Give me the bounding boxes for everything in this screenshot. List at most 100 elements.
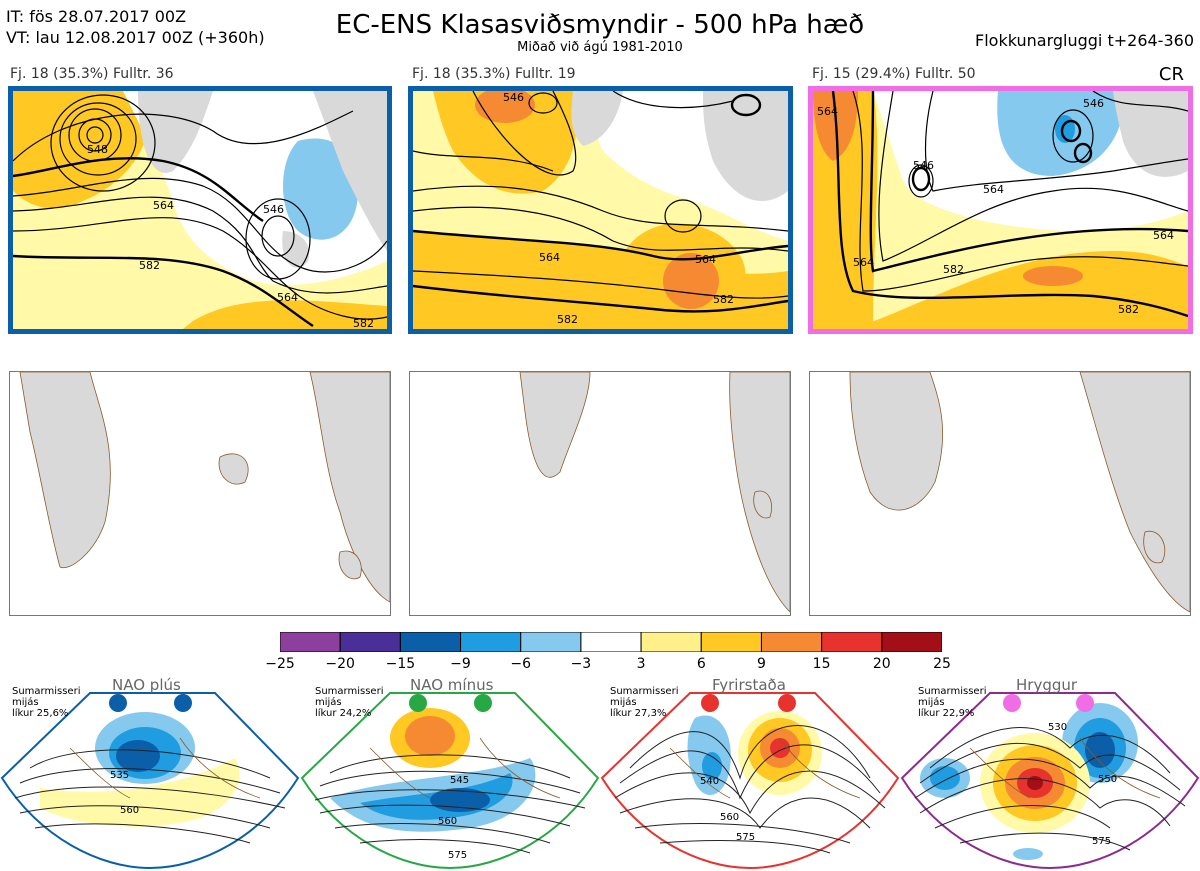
colorbar-tick-label: 3 bbox=[636, 656, 646, 672]
regime-desc-line: Sumarmisseri bbox=[315, 686, 384, 697]
contour-label: 548 bbox=[87, 143, 108, 156]
colorbar-swatch bbox=[821, 632, 883, 652]
contour-label: 546 bbox=[503, 91, 524, 104]
regime-desc: Sumarmisseri mijás líkur 25,6% bbox=[12, 686, 80, 719]
contour-label: 564 bbox=[1153, 229, 1174, 242]
contour-label: 550 bbox=[1098, 774, 1117, 785]
regime-desc-line: líkur 27,3% bbox=[610, 708, 667, 719]
colorbar-tick-label: 20 bbox=[872, 656, 891, 672]
contour-label: 530 bbox=[1048, 722, 1067, 733]
contour-label: 564 bbox=[153, 199, 174, 212]
regime-dot bbox=[701, 694, 719, 712]
contour-label: 582 bbox=[353, 317, 374, 329]
colorbar-swatch bbox=[399, 632, 462, 652]
colorbar-swatch bbox=[339, 632, 401, 652]
regime-desc: Sumarmisseri mijás líkur 27,3% bbox=[610, 686, 678, 719]
regime-title: NAO mínus bbox=[410, 676, 494, 694]
empty-map-1 bbox=[9, 371, 391, 616]
contour-label: 546 bbox=[1083, 97, 1104, 110]
header-times: IT: fös 28.07.2017 00Z VT: lau 12.08.201… bbox=[6, 6, 265, 48]
colorbar-swatch bbox=[520, 632, 582, 652]
contour-label: 575 bbox=[1092, 836, 1111, 847]
contour-label: 545 bbox=[450, 775, 469, 786]
regime-desc: Sumarmisseri mijás líkur 24,2% bbox=[315, 686, 383, 719]
contour-label: 564 bbox=[277, 291, 298, 304]
regime-desc-line: líkur 25,6% bbox=[12, 708, 69, 719]
contour-label: 540 bbox=[700, 776, 719, 787]
colorbar-swatch bbox=[640, 632, 702, 652]
colorbar-swatch bbox=[700, 632, 762, 652]
colorbar-tick-label: −3 bbox=[570, 656, 592, 672]
colorbar-tick-label: 6 bbox=[696, 656, 706, 672]
contour-label: 560 bbox=[720, 812, 739, 823]
panel-label-2: Fj. 18 (35.3%) Fulltr. 19 bbox=[412, 66, 576, 82]
colorbar-tick-label: −9 bbox=[450, 656, 471, 672]
regime-title: Fyrirstaða bbox=[712, 676, 786, 694]
empty-map-3 bbox=[809, 371, 1191, 616]
cluster-window: Flokkunargluggi t+264-360 bbox=[975, 31, 1194, 50]
colorbar-swatch bbox=[580, 632, 642, 652]
valid-time: VT: lau 12.08.2017 00Z (+360h) bbox=[6, 28, 265, 47]
colorbar-tick-label: 25 bbox=[933, 656, 951, 672]
regime-desc-line: Sumarmisseri bbox=[918, 686, 987, 697]
contour-label: 582 bbox=[713, 293, 734, 306]
colorbar-tick-label: −20 bbox=[325, 656, 355, 672]
regime-title: Hryggur bbox=[1016, 676, 1078, 694]
panel-label-3: Fj. 15 (29.4%) Fulltr. 50 bbox=[812, 66, 976, 82]
cr-label: CR bbox=[1158, 64, 1184, 85]
colorbar-swatch bbox=[280, 632, 341, 652]
regime-desc-line: Sumarmisseri bbox=[610, 686, 679, 697]
contour-label: 582 bbox=[139, 259, 160, 272]
colorbar-tick-label: 9 bbox=[757, 656, 766, 672]
colorbar-swatch bbox=[760, 632, 823, 652]
colorbar-tick-label: 15 bbox=[812, 656, 831, 672]
contour-label: 564 bbox=[853, 256, 874, 269]
regime-dot bbox=[778, 694, 796, 712]
colorbar-tick-label: −15 bbox=[385, 656, 416, 672]
regime-desc-line: mijás bbox=[315, 697, 342, 708]
contour-label: 575 bbox=[736, 832, 755, 843]
regime-desc-line: mijás bbox=[12, 697, 39, 708]
page-subtitle: Miðað við ágú 1981-2010 bbox=[517, 40, 683, 55]
colorbar-tick-label: −6 bbox=[510, 656, 531, 672]
regime-desc-line: mijás bbox=[918, 697, 945, 708]
colorbar bbox=[280, 632, 942, 652]
contour-label: 535 bbox=[110, 770, 129, 781]
regime-desc-line: líkur 24,2% bbox=[315, 708, 372, 719]
regime-nao-minus: 545 560 575 bbox=[300, 678, 600, 871]
contour-label: 546 bbox=[913, 159, 934, 172]
page-title: EC-ENS Klasasviðsmyndir - 500 hPa hæð bbox=[335, 10, 865, 40]
contour-label: 560 bbox=[120, 805, 139, 816]
regime-desc-line: líkur 22,9% bbox=[918, 708, 975, 719]
regime-dot bbox=[474, 694, 492, 712]
contour-label: 582 bbox=[1118, 303, 1139, 316]
regime-dot bbox=[109, 694, 127, 712]
regime-desc-line: mijás bbox=[610, 697, 637, 708]
regime-nao-plus: 535 560 bbox=[0, 678, 300, 871]
regime-title: NAO plús bbox=[112, 676, 181, 694]
contour-label: 564 bbox=[539, 251, 560, 264]
cluster-map-2: 546 564 582 564 582 bbox=[408, 86, 793, 334]
cluster-map-3: 564 546 546 564 564 582 582 564 bbox=[808, 86, 1193, 334]
regime-dot bbox=[174, 694, 192, 712]
contour-label: 564 bbox=[983, 183, 1004, 196]
regime-blocking: 540 560 575 bbox=[600, 678, 900, 871]
contour-label: 560 bbox=[438, 816, 457, 827]
contour-label: 546 bbox=[263, 203, 284, 216]
contour-label: 564 bbox=[695, 253, 716, 266]
regime-dot bbox=[1003, 694, 1021, 712]
colorbar-swatch bbox=[881, 632, 942, 652]
regime-ridge: 530 550 575 bbox=[900, 678, 1200, 871]
cluster-map-1: 548 546 564 582 564 582 bbox=[8, 86, 392, 334]
contour-label: 564 bbox=[817, 105, 838, 118]
contour-label: 582 bbox=[557, 313, 578, 326]
regime-desc-line: Sumarmisseri bbox=[12, 686, 81, 697]
init-time: IT: fös 28.07.2017 00Z bbox=[6, 7, 187, 26]
regime-desc: Sumarmisseri mijás líkur 22,9% bbox=[918, 686, 986, 719]
contour-label: 582 bbox=[943, 263, 964, 276]
panel-label-1: Fj. 18 (35.3%) Fulltr. 36 bbox=[10, 66, 174, 82]
contour-label: 575 bbox=[448, 850, 467, 861]
regime-dot bbox=[409, 694, 427, 712]
colorbar-swatch bbox=[460, 632, 522, 652]
regime-dot bbox=[1076, 694, 1094, 712]
